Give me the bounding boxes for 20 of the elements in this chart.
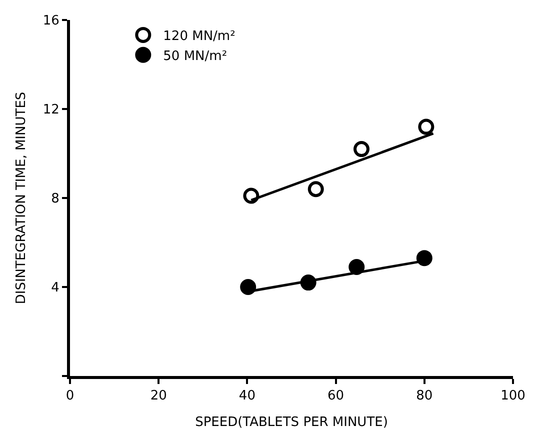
y-tick-label: 4 [51,280,60,296]
x-tick-label: 20 [150,388,167,404]
y-tick-label: 8 [51,192,60,207]
x-tick-label: 0 [66,388,74,404]
x-axis-title: SPEED(TABLETS PER MINUTE) [195,415,388,430]
x-tick-label: 100 [500,388,526,404]
point [416,250,432,266]
y-tick-label: 12 [42,102,60,118]
x-tick-label: 60 [328,388,344,404]
x-tick-label: 80 [416,388,433,404]
x-tick-label: 40 [238,388,256,404]
point [418,118,434,135]
legend-label: 50 MN/m² [163,48,228,64]
legend-label: 120 MN/m² [163,29,236,44]
point [243,188,260,204]
point [353,141,370,158]
point [240,279,256,295]
y-axis-title: DISINTEGRATION TIME, MINUTES [14,92,29,304]
point [308,181,324,198]
y-tick-label: 16 [42,14,60,29]
